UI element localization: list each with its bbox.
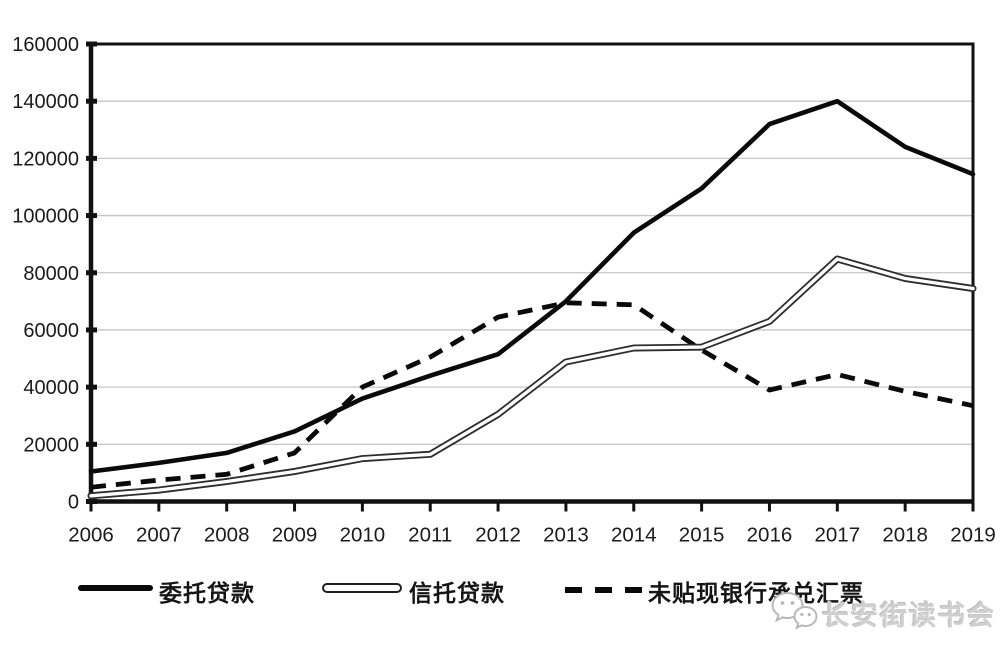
series-line-undiscounted-bankers-acceptance — [90, 300, 974, 490]
legend-label-entrusted-loans: 委托贷款 — [159, 580, 255, 606]
x-tick-label: 2008 — [204, 524, 250, 547]
legend-label-trust-loans: 信托贷款 — [409, 580, 505, 606]
legend-double-line-sample — [322, 583, 402, 593]
y-tick-label: 80000 — [23, 263, 79, 285]
y-tick-label: 20000 — [23, 434, 79, 456]
y-tick-label: 40000 — [23, 377, 79, 399]
wechat-icon — [771, 591, 818, 630]
x-tick-label: 2014 — [611, 524, 657, 547]
y-tick-label: 60000 — [23, 320, 79, 342]
series-line-trust-loans-core — [89, 257, 975, 498]
y-tick-label: 100000 — [12, 206, 79, 228]
watermark: 长安街读书会 — [768, 588, 998, 636]
y-tick-label: 0 — [68, 492, 79, 514]
x-tick-label: 2009 — [272, 524, 318, 547]
legend-label-undiscounted-bankers-acceptance: 未贴现银行承兑汇票 — [648, 580, 864, 606]
x-tick-label: 2017 — [815, 524, 861, 547]
y-tick-label: 120000 — [12, 148, 79, 170]
x-tick-label: 2016 — [747, 524, 793, 547]
x-tick-label: 2010 — [340, 524, 386, 547]
x-tick-label: 2019 — [950, 524, 996, 547]
x-tick-label: 2007 — [136, 524, 182, 547]
series-line-entrusted-loans — [88, 98, 976, 474]
y-tick-label: 160000 — [12, 34, 79, 56]
x-tick-label: 2013 — [543, 524, 589, 547]
x-tick-label: 2006 — [68, 524, 114, 547]
x-tick-label: 2015 — [679, 524, 725, 547]
x-tick-label: 2018 — [882, 524, 928, 547]
x-tick-label: 2011 — [408, 524, 452, 547]
legend-solid-line-sample — [78, 585, 153, 591]
watermark-text: 长安街读书会 — [822, 601, 996, 631]
legend-dashed-line-sample — [565, 587, 643, 593]
x-tick-label: 2012 — [475, 524, 521, 547]
y-tick-label: 140000 — [12, 91, 79, 113]
